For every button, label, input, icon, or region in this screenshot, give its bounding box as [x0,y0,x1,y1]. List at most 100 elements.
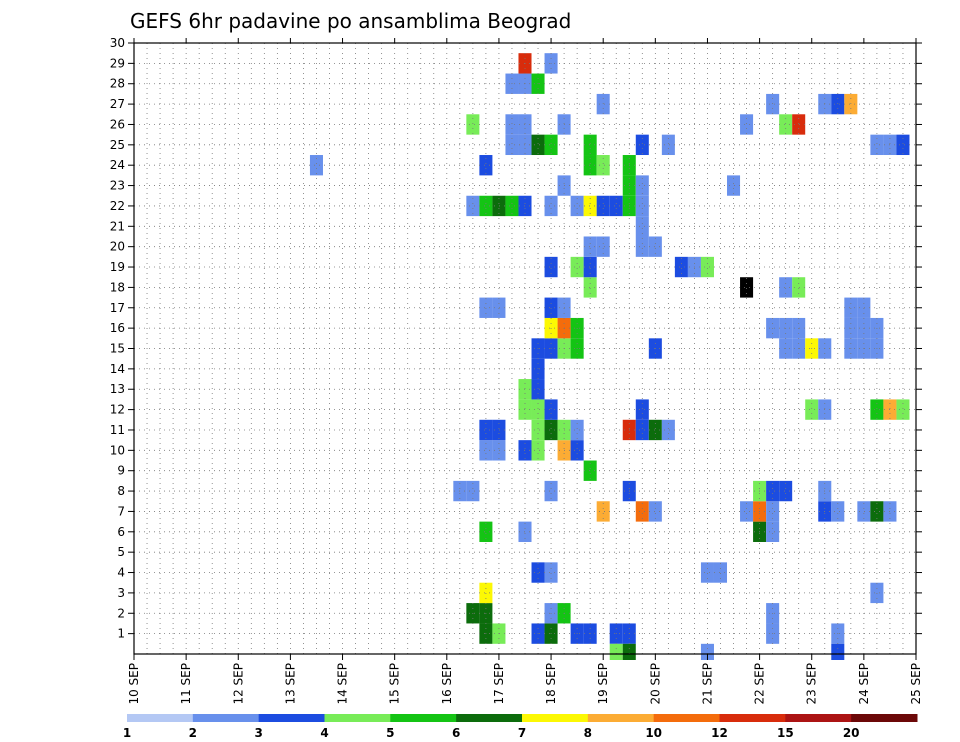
colorbar-swatch [719,714,786,722]
heatmap-cell [544,256,558,278]
grid [134,43,916,654]
heatmap-cell [870,399,884,420]
heatmap-cell [583,277,597,298]
heatmap-cell [531,440,545,461]
y-tick-label: 22 [110,199,125,213]
heatmap-cell [779,114,793,135]
y-tick-label: 11 [110,423,125,437]
y-tick-label: 16 [110,321,125,335]
colorbar-label: 2 [189,726,197,740]
y-tick-label: 21 [110,219,125,233]
x-tick-label: 10 SEP [127,663,141,705]
heatmap-cell [544,134,558,156]
heatmap-cell [479,155,493,176]
heatmap-cell [857,297,871,318]
y-tick-label: 6 [117,525,125,539]
y-tick-label: 9 [117,464,125,478]
heatmap-cell [857,501,871,522]
heatmap-cell [531,419,545,441]
heatmap-cell [713,562,728,583]
heatmap-cell [635,134,649,156]
heatmap-cell [596,155,610,176]
colorbar: 1 2 3 4 5 6 7 8 10 12 15 20 [123,714,918,740]
y-tick-label: 10 [110,443,125,457]
heatmap-cell [492,440,506,461]
heatmap-cell [583,155,597,176]
heatmap-cell [635,501,649,522]
colorbar-label: 5 [386,726,394,740]
heatmap-cell [596,93,610,115]
heatmap-cell [648,501,662,522]
y-axis: 1234567891011121314151617181920212223242… [110,36,922,641]
x-tick-label: 24 SEP [857,663,871,705]
heatmap-cell [570,256,584,278]
colorbar-swatch [324,714,391,722]
heatmap-cell [779,480,793,502]
heatmap-cell [466,195,480,217]
y-tick-label: 1 [117,627,125,641]
y-tick-label: 28 [110,77,125,91]
heatmap-cell [740,114,754,135]
heatmap-cell [609,195,623,217]
heatmap-cell [479,521,493,542]
y-tick-label: 18 [110,280,125,294]
heatmap-cell [831,501,845,522]
x-tick-label: 21 SEP [700,663,714,705]
heatmap-cell [570,419,584,441]
x-tick-label: 18 SEP [544,663,558,705]
heatmap-cell [531,562,545,583]
heatmap-cell [648,236,662,257]
colorbar-label: 4 [320,726,328,740]
heatmap-cell [583,134,597,156]
heatmap-cell [844,93,858,115]
colorbar-swatch [522,714,589,722]
heatmap-cell [479,440,493,461]
x-tick-label: 16 SEP [440,663,454,705]
colorbar-swatch [785,714,852,722]
heatmap-cell [674,256,688,278]
heatmap-cell [740,277,754,298]
colorbar-swatch [192,714,260,722]
heatmap-cell [766,480,780,502]
heatmap-cell [635,419,649,441]
x-tick-label: 20 SEP [648,663,662,705]
x-tick-label: 17 SEP [492,663,506,705]
heatmap-cell [896,399,910,420]
x-tick-label: 11 SEP [179,663,193,705]
y-tick-label: 7 [117,504,125,518]
y-tick-label: 30 [110,36,125,50]
heatmap-cell [609,643,623,660]
heatmap-cell [700,256,714,278]
colorbar-label: 6 [452,726,460,740]
heatmap-cell [805,399,819,420]
heatmap-cell [570,440,584,461]
y-tick-label: 27 [110,97,125,111]
colorbar-label: 7 [518,726,526,740]
heatmap-cell [544,297,558,318]
plot-frame [133,42,917,655]
x-tick-label: 19 SEP [596,663,610,705]
heatmap-cell [596,236,610,257]
heatmap-cell [505,114,519,135]
colorbar-label: 3 [254,726,262,740]
heatmap-cell [531,399,545,420]
heatmap-cell [479,297,493,318]
colorbar-swatch [851,714,918,722]
heatmap-cell [766,93,780,115]
colorbar-label: 1 [123,726,131,740]
heatmap-cell [870,501,884,522]
heatmap-cell [831,643,845,660]
y-tick-label: 2 [117,606,125,620]
heatmap-cell [896,134,910,156]
heatmap-cell [766,521,780,542]
heatmap-cell [635,216,649,237]
heatmap-cell [466,114,480,135]
y-tick-label: 23 [110,179,125,193]
heatmap-cell [466,480,480,502]
heatmap-cell [596,501,610,522]
colorbar-label: 10 [645,726,662,740]
heatmap-cell [583,236,597,257]
heatmap-cell [492,195,506,217]
x-tick-label: 23 SEP [805,663,819,705]
